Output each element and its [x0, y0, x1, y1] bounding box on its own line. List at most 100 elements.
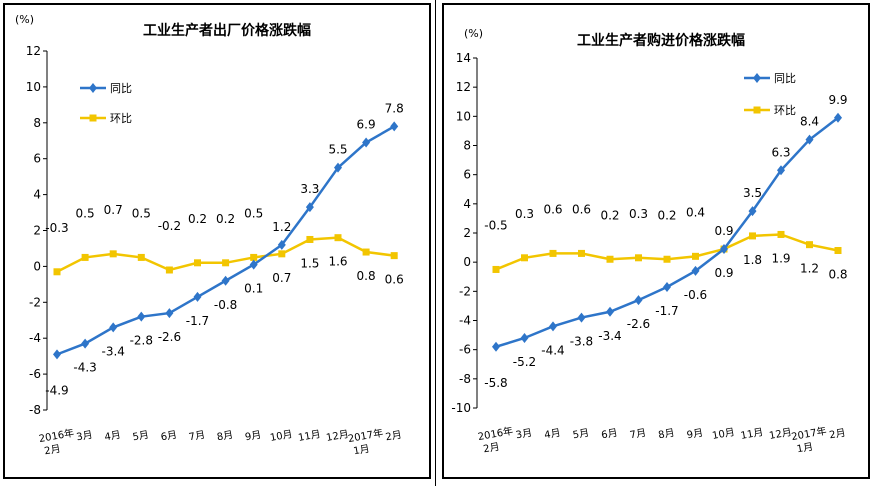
- y-tick-label: -6: [29, 367, 41, 381]
- data-point-mom: [606, 255, 614, 263]
- data-label-yoy: 1.2: [272, 220, 291, 234]
- data-label-mom: 0.3: [629, 207, 648, 221]
- data-label-yoy: -2.6: [158, 330, 181, 344]
- y-tick-label: 10: [26, 80, 41, 94]
- data-label-yoy: 0.9: [714, 224, 733, 238]
- data-label-mom: 1.9: [771, 251, 790, 265]
- x-tick-label: 7月: [629, 427, 647, 442]
- data-point-mom: [692, 252, 699, 260]
- chart-title: 工业生产者出厂价格涨跌幅: [143, 22, 311, 39]
- y-axis-unit: (%): [464, 27, 483, 40]
- data-label-yoy: -5.2: [513, 355, 536, 369]
- y-tick-label: -2: [29, 295, 41, 309]
- x-tick-label-line2: 1月: [352, 443, 370, 458]
- data-point-mom: [549, 249, 557, 257]
- data-point-yoy: [137, 311, 146, 322]
- y-tick-label: 2: [463, 226, 471, 240]
- y-tick-label: 4: [33, 188, 41, 202]
- x-tick-label: 7月: [188, 429, 206, 444]
- data-label-mom: 0.2: [657, 208, 676, 222]
- data-label-mom: -0.2: [158, 219, 181, 233]
- data-label-mom: 0.2: [216, 212, 235, 226]
- data-label-yoy: 3.5: [743, 186, 762, 200]
- x-tick-label: 6月: [600, 427, 618, 442]
- y-tick-label: -4: [29, 331, 41, 345]
- data-label-yoy: 6.9: [357, 118, 376, 132]
- data-point-yoy: [81, 338, 90, 349]
- data-label-yoy: -4.9: [45, 383, 68, 397]
- x-tick-label: 4月: [104, 429, 122, 444]
- data-label-mom: 0.6: [543, 202, 562, 216]
- y-tick-label: -4: [459, 314, 471, 328]
- data-label-mom: 0.6: [385, 273, 404, 287]
- data-label-mom: -0.5: [484, 218, 507, 232]
- data-point-yoy: [109, 322, 118, 333]
- data-point-mom: [578, 249, 585, 257]
- legend-label-yoy: 同比: [774, 72, 796, 85]
- data-label-yoy: -4.4: [541, 343, 564, 357]
- data-label-mom: 1.2: [800, 262, 819, 276]
- data-point-mom: [390, 252, 398, 260]
- data-point-yoy: [362, 137, 371, 148]
- data-point-yoy: [334, 162, 342, 173]
- y-tick-label: 0: [33, 259, 41, 273]
- data-point-yoy: [221, 275, 230, 286]
- data-label-yoy: 7.8: [385, 101, 404, 115]
- data-point-yoy: [577, 312, 586, 323]
- data-label-mom: 0.7: [104, 203, 123, 217]
- panel-divider: [435, 0, 436, 486]
- data-label-yoy: -4.3: [73, 361, 96, 375]
- data-label-mom: 1.5: [300, 256, 319, 270]
- data-point-yoy: [691, 265, 700, 276]
- x-tick-label: 2017年: [347, 426, 384, 445]
- output-price-chart: 工业生产者出厂价格涨跌幅(%)-8-6-4-20246810122016年2月3…: [15, 13, 404, 458]
- data-label-mom: 0.7: [272, 271, 291, 285]
- x-tick-label: 2016年: [38, 426, 75, 445]
- y-tick-label: 6: [463, 168, 471, 182]
- data-point-yoy: [549, 321, 557, 332]
- x-tick-label: 11月: [297, 428, 321, 444]
- data-point-yoy: [305, 202, 314, 213]
- x-tick-label-line2: 2月: [43, 443, 61, 458]
- data-point-yoy: [277, 239, 286, 250]
- data-point-mom: [137, 253, 145, 261]
- data-label-yoy: -2.6: [627, 317, 650, 331]
- y-tick-label: -10: [451, 401, 471, 415]
- data-label-yoy: -0.8: [214, 298, 237, 312]
- x-tick-label: 9月: [244, 429, 262, 444]
- data-point-mom: [165, 266, 173, 274]
- y-tick-label: 6: [33, 152, 41, 166]
- data-label-yoy: -3.4: [101, 344, 124, 358]
- data-label-mom: 0.9: [714, 266, 733, 280]
- chart-panel-output-price: 工业生产者出厂价格涨跌幅 (%) -8 -6 -4 -2 0 2 4 6 8 10 12 2016年 2月 3…: [3, 3, 431, 479]
- data-label-mom: 0.4: [686, 205, 705, 219]
- y-tick-label: -2: [459, 284, 471, 298]
- data-point-mom: [492, 265, 500, 273]
- chart-title: 工业生产者购进价格涨跌幅: [577, 32, 745, 49]
- x-tick-label-line2: 1月: [796, 441, 814, 456]
- legend-marker-mom: [753, 106, 761, 114]
- data-label-yoy: -0.6: [684, 288, 707, 302]
- chart-panel-purchase-price: 工业生产者购进价格涨跌幅 (%) -10 -8 -6 -4 -2 0 2 4 6 8 10 12 14 201…: [442, 3, 870, 479]
- x-tick-label: 12月: [325, 428, 349, 444]
- y-tick-label: 4: [463, 197, 471, 211]
- y-tick-label: -6: [459, 343, 471, 357]
- data-label-yoy: 3.3: [300, 182, 319, 196]
- data-label-yoy: -3.8: [570, 335, 593, 349]
- data-point-mom: [334, 234, 342, 242]
- data-point-yoy: [720, 244, 728, 255]
- legend-marker-yoy: [753, 73, 761, 83]
- y-tick-label: 8: [33, 116, 41, 130]
- data-point-yoy: [390, 121, 399, 132]
- data-point-yoy: [805, 134, 814, 145]
- data-point-mom: [53, 268, 61, 276]
- x-tick-label: 2月: [828, 427, 846, 442]
- data-label-mom: 0.5: [132, 206, 151, 220]
- data-label-mom: 0.6: [572, 202, 591, 216]
- data-point-mom: [250, 253, 258, 261]
- x-tick-label: 10月: [711, 426, 735, 442]
- x-tick-label: 8月: [657, 427, 675, 442]
- data-label-mom: 0.8: [357, 269, 376, 283]
- legend-label-mom: 环比: [110, 112, 132, 125]
- data-point-yoy: [777, 165, 785, 176]
